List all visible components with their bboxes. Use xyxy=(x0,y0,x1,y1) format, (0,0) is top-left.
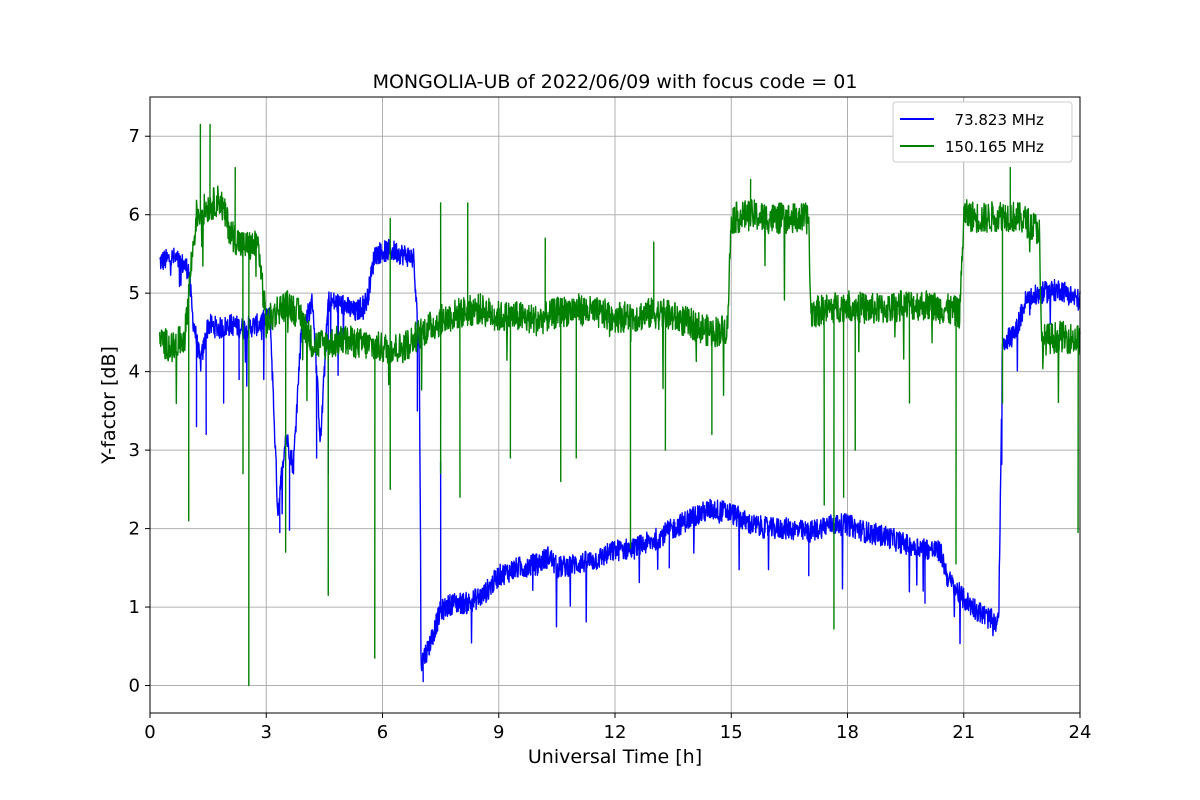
x-axis: 0 3 6 9 12 15 18 21 24 xyxy=(144,713,1091,743)
x-tick-label: 21 xyxy=(952,722,975,743)
series-line-green xyxy=(158,123,1081,687)
y-tick-label: 7 xyxy=(129,126,140,147)
x-tick-label: 9 xyxy=(493,722,504,743)
y-tick-label: 3 xyxy=(129,440,140,461)
legend-label-green: 150.165 MHz xyxy=(945,138,1044,156)
x-tick-label: 15 xyxy=(720,722,743,743)
x-tick-label: 12 xyxy=(604,722,627,743)
x-tick-label: 24 xyxy=(1069,722,1092,743)
y-axis-label: Y-factor [dB] xyxy=(98,346,120,465)
y-tick-label: 6 xyxy=(129,205,140,226)
x-tick-label: 6 xyxy=(377,722,388,743)
y-tick-label: 0 xyxy=(129,676,140,697)
y-tick-label: 5 xyxy=(129,283,140,304)
y-tick-label: 4 xyxy=(129,362,140,383)
legend: 73.823 MHz 150.165 MHz xyxy=(892,101,1073,163)
x-tick-label: 3 xyxy=(261,722,272,743)
x-tick-label: 18 xyxy=(836,722,859,743)
y-axis: 0 1 2 3 4 5 6 7 xyxy=(129,126,150,697)
x-tick-label: 0 xyxy=(144,722,155,743)
y-tick-label: 2 xyxy=(129,519,140,540)
chart-title: MONGOLIA-UB of 2022/06/09 with focus cod… xyxy=(373,71,858,93)
y-tick-label: 1 xyxy=(129,597,140,618)
series-line-blue xyxy=(159,238,1081,683)
legend-box xyxy=(892,101,1073,163)
legend-label-blue: 73.823 MHz xyxy=(945,111,1044,129)
x-axis-label: Universal Time [h] xyxy=(528,746,702,768)
series-layer xyxy=(158,123,1081,687)
